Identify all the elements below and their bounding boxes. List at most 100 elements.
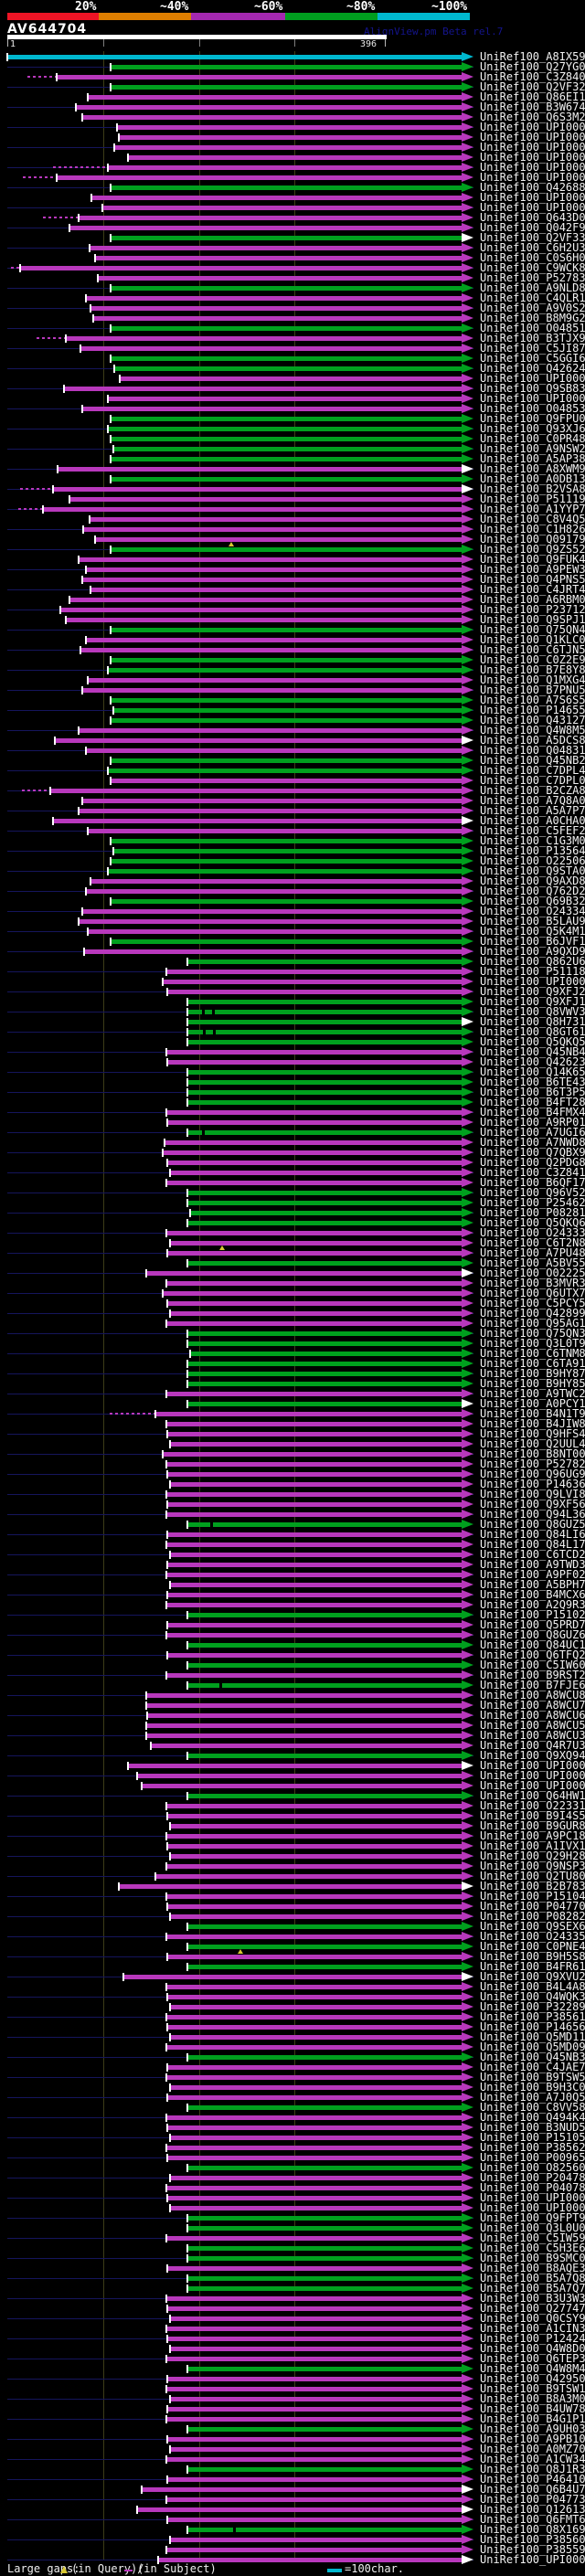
hit-label[interactable]: UniRef100_Q4W8D0 (480, 2342, 585, 2355)
hit-label[interactable]: UniRef100_P12424 (480, 2332, 585, 2345)
hit-label[interactable]: UniRef100_B4FT28 (480, 1096, 585, 1108)
hit-label[interactable]: UniRef100_UPI000.. (480, 171, 585, 184)
hit-label[interactable]: UniRef100_UPI000.. (480, 151, 585, 164)
hit-label[interactable]: UniRef100_Q9LVI8 (480, 1488, 585, 1500)
hit-label[interactable]: UniRef100_A9UH03 (480, 2422, 585, 2435)
hit-label[interactable]: UniRef100_UPI000.. (480, 372, 585, 385)
hit-label[interactable]: UniRef100_B4FMX4 (480, 1106, 585, 1118)
hit-label[interactable]: UniRef100_Q5MD11 (480, 2030, 585, 2043)
hit-label[interactable]: UniRef100_Q862U6 (480, 955, 585, 968)
hit-label[interactable]: UniRef100_Q42899 (480, 1307, 585, 1320)
hit-label[interactable]: UniRef100_Q6S3M2 (480, 111, 585, 123)
hit-label[interactable]: UniRef100_C0S6H0 (480, 251, 585, 264)
hit-label[interactable]: UniRef100_Q0CSY9 (480, 2312, 585, 2325)
hit-label[interactable]: UniRef100_B6JVF1 (480, 935, 585, 948)
hit-label[interactable]: UniRef100_A9PF02 (480, 1568, 585, 1581)
hit-label[interactable]: UniRef100_Q84UC1 (480, 1638, 585, 1651)
hit-label[interactable]: UniRef100_Q6B4U7 (480, 2483, 585, 2496)
hit-label[interactable]: UniRef100_UPI000.. (480, 121, 585, 133)
hit-label[interactable]: UniRef100_P38560 (480, 2533, 585, 2546)
hit-label[interactable]: UniRef100_A5BV55 (480, 1256, 585, 1269)
hit-label[interactable]: UniRef100_UPI000.. (480, 191, 585, 204)
hit-label[interactable]: UniRef100_Q9AXD8 (480, 875, 585, 887)
hit-label[interactable]: UniRef100_C9WCK8 (480, 261, 585, 274)
hit-label[interactable]: UniRef100_A5A7P7 (480, 804, 585, 817)
hit-label[interactable]: UniRef100_B6T3P5 (480, 1086, 585, 1098)
hit-label[interactable]: UniRef100_O02225 (480, 1267, 585, 1279)
hit-label[interactable]: UniRef100_Q42624 (480, 362, 585, 375)
hit-label[interactable]: UniRef100_B2VSA8 (480, 482, 585, 495)
hit-label[interactable]: UniRef100_C4QLR1 (480, 292, 585, 304)
hit-label[interactable]: UniRef100_C0PR48 (480, 432, 585, 445)
hit-label[interactable]: UniRef100_Q69B32 (480, 895, 585, 907)
hit-label[interactable]: UniRef100_B2CZA8 (480, 784, 585, 797)
hit-label[interactable]: UniRef100_Q2UUL4 (480, 1437, 585, 1450)
hit-label[interactable]: UniRef100_Q4R7U3 (480, 1739, 585, 1752)
hit-label[interactable]: UniRef100_P38559 (480, 2543, 585, 2556)
hit-label[interactable]: UniRef100_Q8GUZ5 (480, 1518, 585, 1531)
hit-label[interactable]: UniRef100_Q3L0U0 (480, 2221, 585, 2234)
hit-label[interactable]: UniRef100_Q9STA0 (480, 864, 585, 877)
hit-label[interactable]: UniRef100_B3W674 (480, 101, 585, 113)
hit-label[interactable]: UniRef100_B9I4S5 (480, 1809, 585, 1822)
hit-label[interactable]: UniRef100_O24335 (480, 1930, 585, 1943)
hit-label[interactable]: UniRef100_B5A7Q7 (480, 2282, 585, 2295)
hit-label[interactable]: UniRef100_Q9ZS52 (480, 543, 585, 556)
hit-label[interactable]: UniRef100_P38561 (480, 2010, 585, 2023)
hit-label[interactable]: UniRef100_A9PC18 (480, 1829, 585, 1842)
hit-label[interactable]: UniRef100_Q8H731 (480, 1015, 585, 1028)
hit-label[interactable]: UniRef100_Q4PNS5 (480, 573, 585, 586)
hit-label[interactable]: UniRef100_P25462 (480, 1196, 585, 1209)
hit-label[interactable]: UniRef100_Q29H28 (480, 1850, 585, 1862)
hit-label[interactable]: UniRef100_C3Z841 (480, 1166, 585, 1179)
hit-label[interactable]: UniRef100_Q9XQ94 (480, 1749, 585, 1762)
hit-label[interactable]: UniRef100_Q9XFJ1 (480, 995, 585, 1008)
hit-label[interactable]: UniRef100_A9NSW2 (480, 442, 585, 455)
hit-label[interactable]: UniRef100_B8NT00 (480, 1447, 585, 1460)
hit-label[interactable]: UniRef100_P38562 (480, 2141, 585, 2154)
hit-label[interactable]: UniRef100_Q14K65 (480, 1065, 585, 1078)
hit-label[interactable]: UniRef100_A8WCU3 (480, 1729, 585, 1742)
hit-label[interactable]: UniRef100_A0CHA0 (480, 814, 585, 827)
hit-label[interactable]: UniRef100_P52783 (480, 271, 585, 284)
hit-label[interactable]: UniRef100_C6TCD2 (480, 1548, 585, 1561)
hit-label[interactable]: UniRef100_A9NLD8 (480, 281, 585, 294)
hit-label[interactable]: UniRef100_A1CW34 (480, 2453, 585, 2465)
hit-label[interactable]: UniRef100_C5IW60 (480, 1659, 585, 1671)
hit-label[interactable]: UniRef100_Q2TU80 (480, 1870, 585, 1882)
hit-label[interactable]: UniRef100_P52782 (480, 1458, 585, 1470)
hit-label[interactable]: UniRef100_A0DB13 (480, 472, 585, 485)
hit-label[interactable]: UniRef100_Q643D0 (480, 211, 585, 224)
hit-label[interactable]: UniRef100_A9TWC2 (480, 1387, 585, 1400)
hit-label[interactable]: UniRef100_B5A7Q8 (480, 2272, 585, 2284)
hit-label[interactable]: UniRef100_Q042F9 (480, 221, 585, 234)
hit-label[interactable]: UniRef100_B4MCX6 (480, 1588, 585, 1601)
hit-label[interactable]: UniRef100_Q9HFS4 (480, 1427, 585, 1440)
hit-label[interactable]: UniRef100_Q45NB2 (480, 754, 585, 767)
hit-label[interactable]: UniRef100_C6TA91 (480, 1357, 585, 1370)
hit-label[interactable]: UniRef100_Q3L0T9 (480, 1337, 585, 1350)
hit-label[interactable]: UniRef100_Q12613 (480, 2503, 585, 2516)
hit-label[interactable]: UniRef100_Q8VWV3 (480, 1005, 585, 1018)
hit-label[interactable]: UniRef100_C5PCY5 (480, 1297, 585, 1309)
hit-label[interactable]: UniRef100_B3MVR3 (480, 1277, 585, 1289)
hit-label[interactable]: UniRef100_P51119 (480, 493, 585, 505)
hit-label[interactable]: UniRef100_A9V0S2 (480, 302, 585, 314)
hit-label[interactable]: UniRef100_UPI000.. (480, 2201, 585, 2214)
hit-label[interactable]: UniRef100_A8WCU8 (480, 1689, 585, 1701)
hit-label[interactable]: UniRef100_B7PNU5 (480, 684, 585, 696)
hit-label[interactable]: UniRef100_Q762D2 (480, 885, 585, 897)
hit-label[interactable]: UniRef100_C5IW59 (480, 2231, 585, 2244)
hit-label[interactable]: UniRef100_O24333 (480, 1226, 585, 1239)
hit-label[interactable]: UniRef100_P15105 (480, 2131, 585, 2144)
hit-label[interactable]: UniRef100_Q2VF32 (480, 80, 585, 93)
hit-label[interactable]: UniRef100_A0MZ70 (480, 2443, 585, 2455)
hit-label[interactable]: UniRef100_Q64HW1 (480, 1789, 585, 1802)
hit-label[interactable]: UniRef100_Q96UG9 (480, 1468, 585, 1480)
hit-label[interactable]: UniRef100_UPI000.. (480, 131, 585, 143)
hit-label[interactable]: UniRef100_O22506 (480, 854, 585, 867)
hit-label[interactable]: UniRef100_A6RBM0 (480, 593, 585, 606)
hit-label[interactable]: UniRef100_Q75QN3 (480, 1327, 585, 1340)
hit-label[interactable]: UniRef100_A1YYP7 (480, 503, 585, 515)
hit-label[interactable]: UniRef100_P13564 (480, 844, 585, 857)
